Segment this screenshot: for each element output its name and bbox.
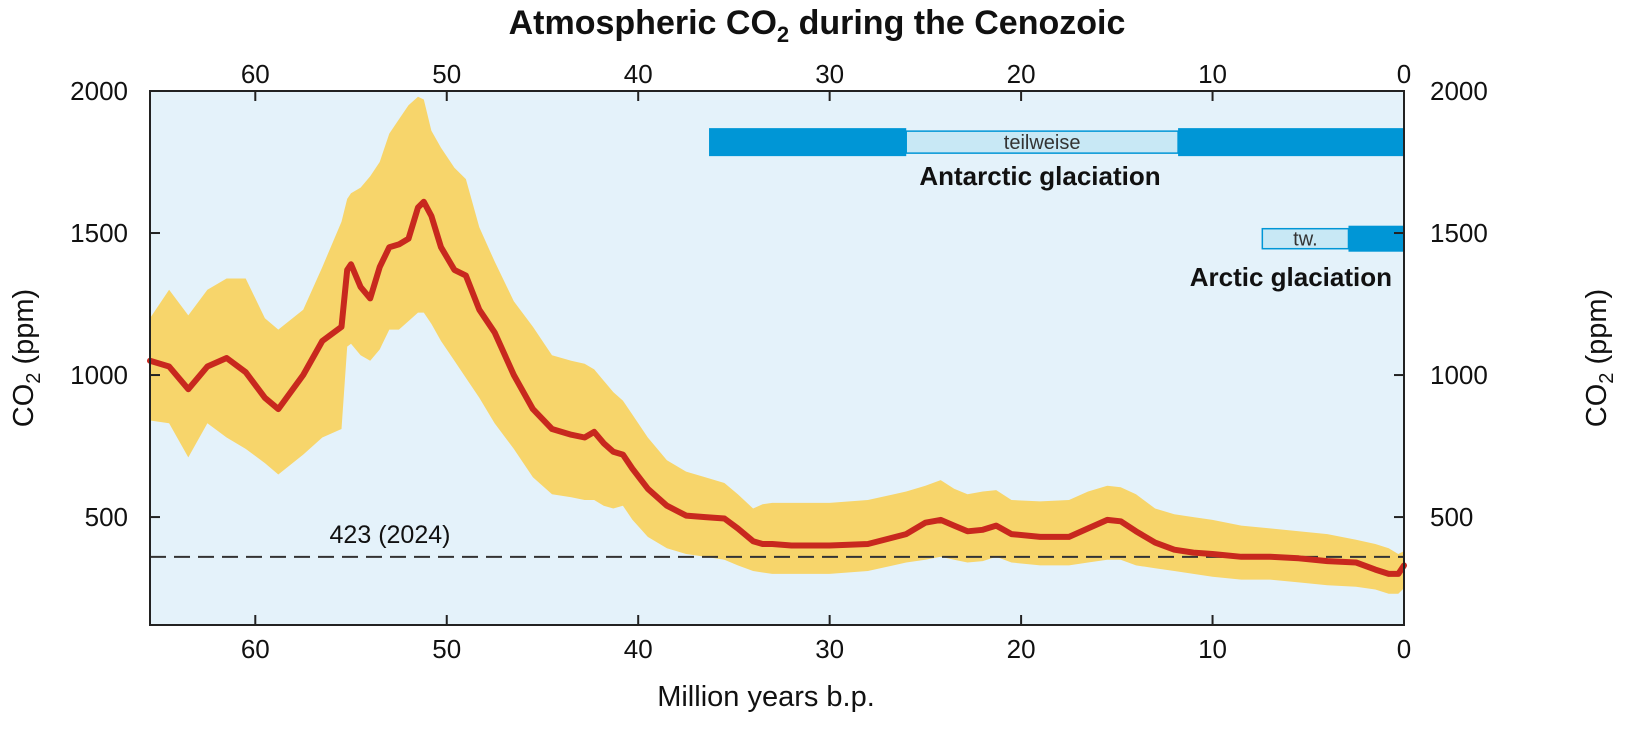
y-axis-title-left: CO2 (ppm) xyxy=(8,289,45,427)
co2-line-layer xyxy=(147,198,1407,577)
y-tick-label-right: 1500 xyxy=(1430,218,1488,248)
antarctic-glaciation-label: Antarctic glaciation xyxy=(919,161,1160,191)
x-tick-label-top: 30 xyxy=(815,59,844,89)
x-tick-label-top: 60 xyxy=(241,59,270,89)
glaciation-partial-bar xyxy=(1261,227,1350,250)
x-tick-label-bottom: 0 xyxy=(1397,634,1411,664)
chart-title: Atmospheric CO2 during the Cenozoic xyxy=(509,4,1126,47)
reference-layer: 423 (2024) xyxy=(150,521,1404,558)
arctic-glaciation-label: Arctic glaciation xyxy=(1190,262,1392,292)
uncertainty-band-layer xyxy=(150,96,1404,594)
y-tick-label-left: 1500 xyxy=(70,218,128,248)
co2-median-line xyxy=(147,198,1407,577)
glaciation-partial-bar xyxy=(905,130,1179,154)
y-tick-label-left: 500 xyxy=(85,502,128,532)
x-tick-label-top: 40 xyxy=(624,59,653,89)
x-tick-label-top: 50 xyxy=(432,59,461,89)
y-tick-label-right: 2000 xyxy=(1430,76,1488,106)
glaciation-layer: teilweise tw. Antarctic glaciation Arctic g… xyxy=(709,128,1404,292)
plot-frame xyxy=(149,90,1405,626)
x-tick-label-bottom: 60 xyxy=(241,634,270,664)
y-tick-label-right: 1000 xyxy=(1430,360,1488,390)
glaciation-full-bar xyxy=(709,128,907,157)
x-tick-label-top: 20 xyxy=(1007,59,1036,89)
glaciation-partial-label: teilweise xyxy=(1004,132,1081,154)
x-axis-title: Million years b.p. xyxy=(657,681,875,713)
x-tick-label-bottom: 30 xyxy=(815,634,844,664)
y-tick-label-left: 1000 xyxy=(70,360,128,390)
x-tick-label-top: 0 xyxy=(1397,59,1411,89)
glaciation-full-bar xyxy=(1348,225,1404,252)
x-tick-label-bottom: 50 xyxy=(432,634,461,664)
reference-line-label: 423 (2024) xyxy=(330,521,451,549)
glaciation-full-bar xyxy=(1178,128,1404,157)
y-tick-label-right: 500 xyxy=(1430,502,1473,532)
x-tick-label-top: 10 xyxy=(1198,59,1227,89)
x-tick-label-bottom: 10 xyxy=(1198,634,1227,664)
x-tick-label-bottom: 20 xyxy=(1007,634,1036,664)
glaciation-partial-label: tw. xyxy=(1293,229,1317,251)
x-tick-label-bottom: 40 xyxy=(624,634,653,664)
y-tick-label-left: 2000 xyxy=(70,76,128,106)
uncertainty-band xyxy=(150,96,1404,594)
y-axis-title-right: CO2 (ppm) xyxy=(1581,289,1618,427)
